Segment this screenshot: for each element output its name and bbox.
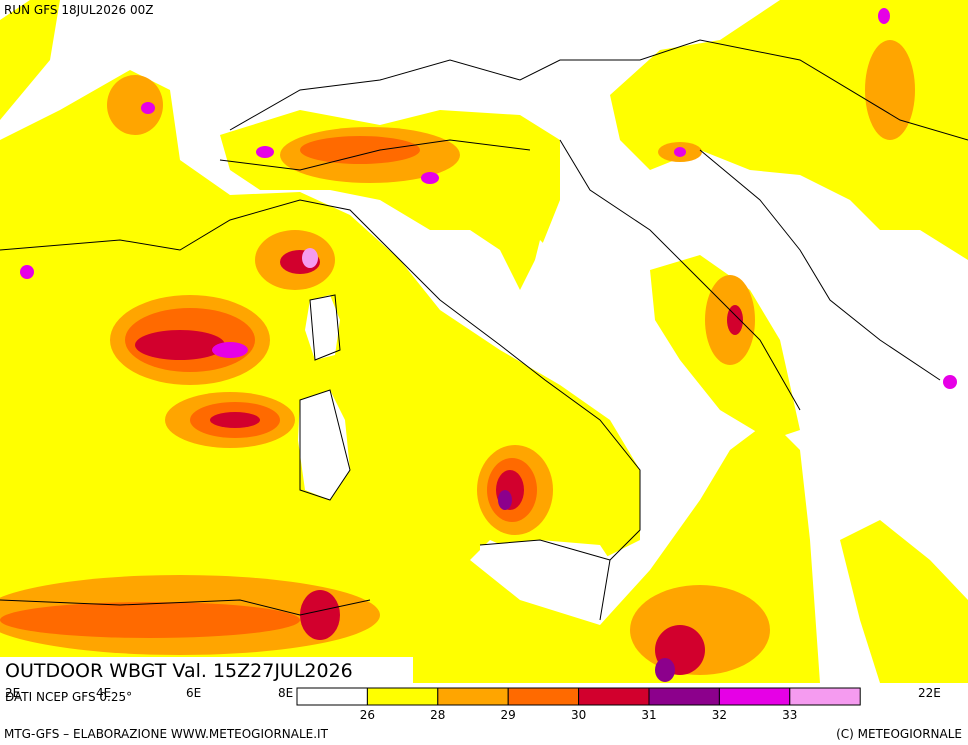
coastlines [0, 39, 968, 621]
longitude-label: 6E [186, 686, 201, 700]
legend-level: 29 [501, 708, 516, 722]
map-title: OUTDOOR WBGT Val. 15Z27JUL2026 [5, 660, 353, 682]
longitude-label: 2E [5, 686, 20, 700]
longitude-label: 4E [96, 686, 111, 700]
legend-swatch [648, 687, 720, 706]
legend-level: 33 [782, 708, 797, 722]
longitude-label: 22E [918, 686, 941, 700]
wbgt-field [0, 0, 968, 683]
legend-swatch [366, 687, 439, 706]
legend-level: 28 [430, 708, 445, 722]
legend-swatch [507, 687, 580, 706]
legend-level: 32 [712, 708, 727, 722]
footer-left: MTG-GFS – ELABORAZIONE WWW.METEOGIORNALE… [4, 727, 329, 741]
legend-swatch [789, 687, 861, 706]
legend: 26 28 29 30 31 32 33 [296, 687, 861, 722]
footer-right: (C) METEOGIORNALE [836, 727, 962, 741]
legend-swatch [296, 687, 368, 706]
legend-level: 31 [641, 708, 656, 722]
legend-level: 30 [571, 708, 586, 722]
source-label: DATI NCEP GFS 0.25° [5, 690, 132, 704]
legend-swatch [578, 687, 650, 706]
longitude-labels: 2E 4E 6E 8E 22E [5, 686, 941, 700]
legend-swatch [718, 687, 791, 706]
title-box [0, 657, 413, 684]
legend-swatch [437, 687, 509, 706]
longitude-label: 8E [278, 686, 293, 700]
legend-level: 26 [360, 708, 375, 722]
run-label: RUN GFS 18JUL2026 00Z [4, 3, 153, 17]
